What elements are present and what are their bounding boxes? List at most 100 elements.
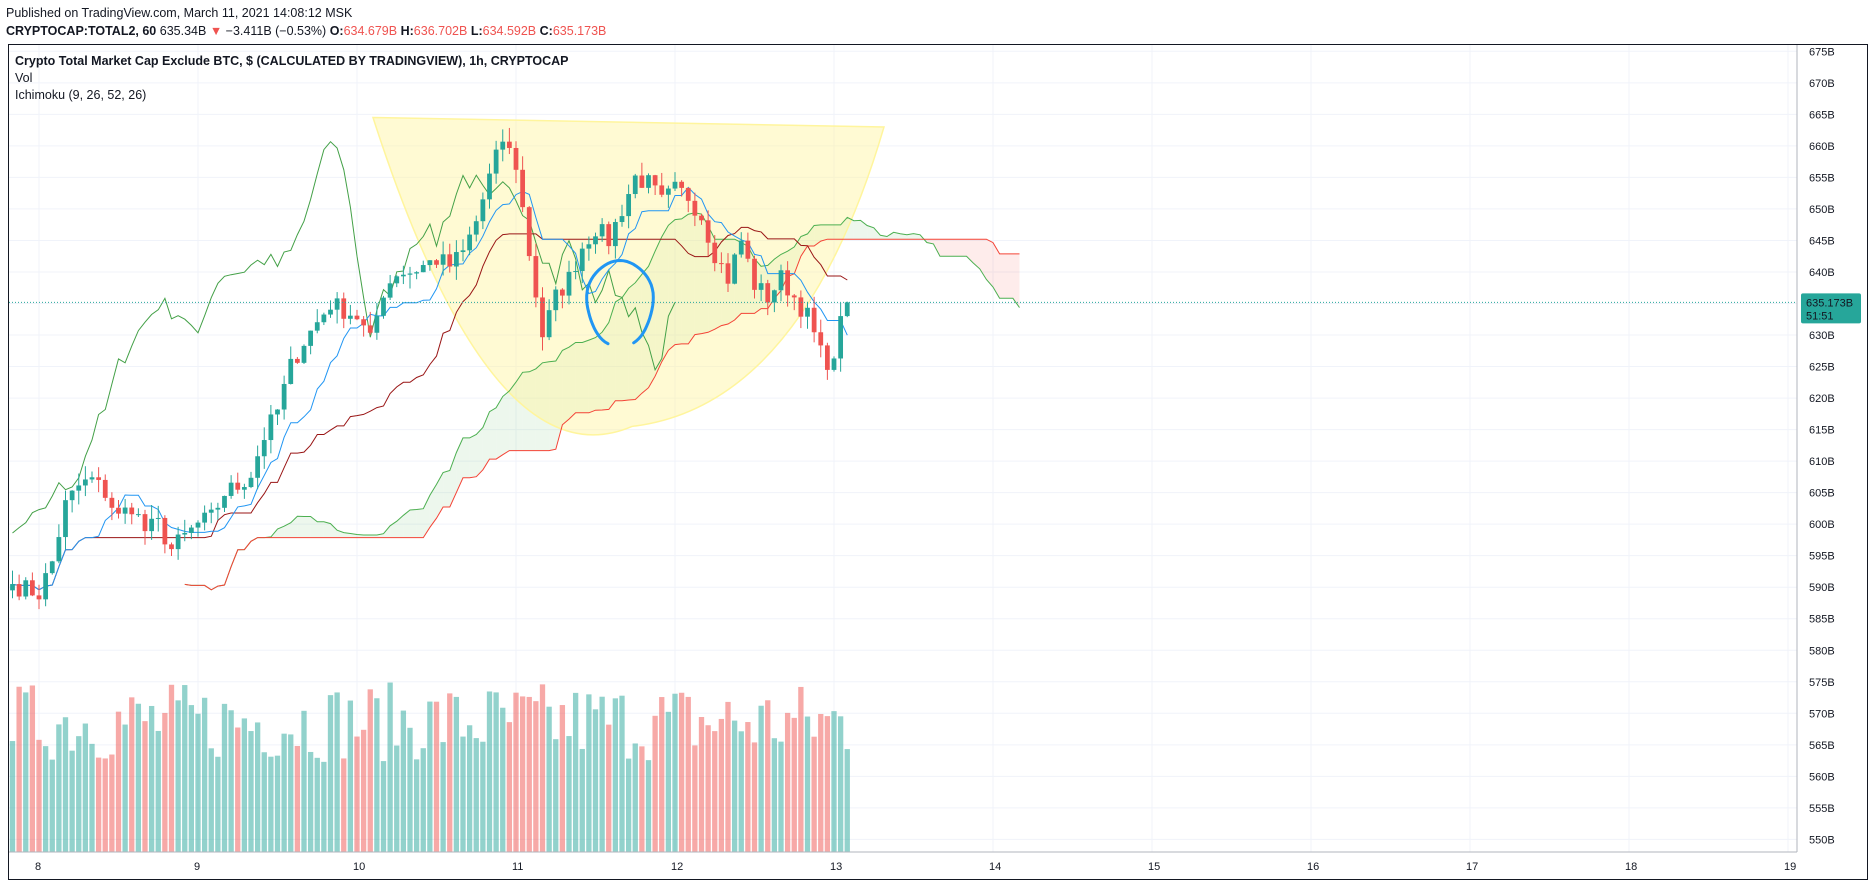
cloud-segment: [675, 218, 682, 345]
volume-bar: [281, 733, 287, 852]
cloud-segment: [542, 361, 550, 451]
y-tick-label: 625B: [1809, 362, 1835, 374]
volume-bar: [175, 700, 181, 852]
candle: [89, 471, 95, 483]
x-tick-label: 18: [1625, 861, 1637, 873]
y-tick-label: 595B: [1809, 551, 1835, 563]
y-tick-label: 630B: [1809, 330, 1835, 342]
cloud-segment: [701, 214, 709, 334]
cloud-segment: [277, 526, 285, 538]
volume-bar: [347, 700, 354, 852]
volume-bar: [639, 746, 645, 852]
candle: [341, 292, 347, 329]
candle: [831, 356, 837, 372]
cloud-segment: [310, 516, 318, 538]
volume-bar: [148, 705, 155, 852]
volume-bar: [539, 684, 546, 852]
yellow-cup-drawing[interactable]: [371, 116, 885, 436]
candle: [36, 584, 42, 610]
cloud-segment: [800, 233, 808, 257]
ichimoku-cloud: [184, 212, 1020, 590]
volume-bar: [420, 748, 426, 852]
volume-bar: [566, 736, 572, 852]
cloud-segment: [555, 350, 563, 450]
cloud-segment: [370, 535, 377, 538]
candle: [228, 475, 234, 499]
cloud-segment: [628, 282, 636, 400]
candle: [182, 519, 188, 542]
volume-bar: [354, 736, 360, 852]
volume-bar: [341, 758, 347, 852]
candle: [599, 218, 605, 242]
volume-bar: [162, 712, 168, 852]
candle: [301, 344, 307, 365]
cloud-segment: [979, 239, 987, 280]
cloud-segment: [608, 302, 616, 410]
candle: [652, 174, 658, 196]
y-tick-label: 640B: [1809, 267, 1835, 279]
cloud-segment: [694, 212, 702, 335]
candle: [82, 466, 88, 497]
volume-bar: [327, 695, 334, 852]
candle: [354, 309, 360, 321]
volume-bar: [818, 713, 824, 852]
cloud-segment: [814, 224, 821, 246]
volume-bar: [254, 722, 261, 852]
volume-bar: [519, 696, 526, 852]
volume-bar: [718, 718, 725, 852]
volume-bar: [460, 736, 466, 852]
y-tick-label: 670B: [1809, 78, 1835, 90]
volume-bar: [440, 742, 446, 852]
candle: [679, 180, 685, 197]
volume-bar: [592, 709, 599, 852]
candle: [381, 295, 386, 319]
candle: [818, 319, 824, 358]
cloud-segment: [317, 521, 324, 538]
volume-bar: [672, 693, 678, 852]
price-axis[interactable]: 550B 555B 560B 565B 570B 575B 580B 585B 590B 595B…: [1809, 46, 1835, 846]
volume-bar: [765, 700, 771, 852]
cloud-segment: [330, 523, 338, 538]
price-tag: 635.173B 51:51: [1801, 293, 1861, 324]
volume-bar: [89, 743, 95, 852]
volume-bar: [824, 716, 831, 852]
last-price: 635.34B: [159, 24, 207, 38]
blue-circle-drawing[interactable]: [585, 258, 655, 346]
cloud-segment: [860, 220, 868, 240]
volume-bar: [122, 724, 128, 852]
volume-bar: [168, 684, 175, 852]
cloud-segment: [887, 232, 894, 240]
volume-bar: [334, 692, 340, 852]
high-label: H:: [400, 24, 414, 38]
volume-bar: [778, 741, 784, 852]
cloud-segment: [535, 362, 543, 451]
volume-bar: [725, 701, 731, 852]
y-tick-label: 565B: [1809, 740, 1835, 752]
candle: [526, 206, 532, 261]
candle: [725, 253, 731, 292]
cloud-segment: [323, 521, 331, 538]
cloud-segment: [688, 212, 695, 344]
y-tick-label: 555B: [1809, 803, 1835, 815]
candle: [566, 260, 572, 305]
candle: [626, 184, 632, 229]
cloud-segment: [562, 347, 569, 425]
candle: [248, 471, 254, 489]
time-axis[interactable]: 8 9 10 11 12 13 14 15 16 17 18 19: [9, 851, 1797, 873]
candle: [573, 261, 579, 280]
candle: [69, 490, 75, 513]
candle: [49, 560, 55, 575]
volume-bar: [731, 720, 738, 852]
volume-bar: [69, 750, 75, 852]
candle: [546, 299, 552, 341]
volume-bar: [109, 754, 115, 852]
volume-bar: [619, 695, 625, 852]
volume-bar: [380, 761, 387, 852]
symbol-line: CRYPTOCAP:TOTAL2, 60 635.34B ▼ −3.411B (…: [6, 24, 606, 38]
legend-ichimoku: Ichimoku (9, 26, 52, 26): [15, 88, 147, 102]
cloud-segment: [986, 239, 993, 287]
candle: [632, 173, 638, 199]
x-tick-label: 9: [194, 861, 200, 873]
volume-bar: [268, 756, 274, 852]
